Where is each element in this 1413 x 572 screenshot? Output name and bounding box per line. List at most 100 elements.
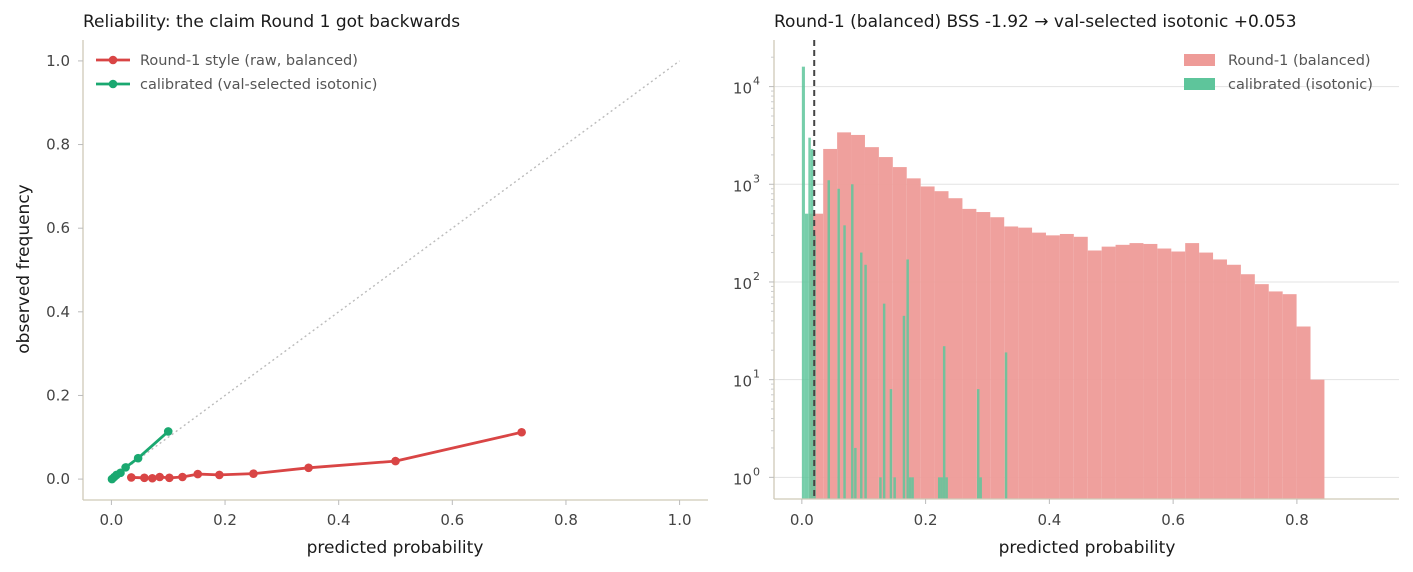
histogram-bar [945, 477, 948, 499]
y-tick-label: 10 [733, 177, 752, 195]
legend-label-calibrated: calibrated (val-selected isotonic) [140, 77, 377, 93]
histogram-bar [962, 208, 977, 499]
data-point [133, 453, 143, 463]
histogram-bar [1129, 243, 1144, 499]
y-tick-label: 10 [733, 373, 752, 391]
histogram-bar [1018, 227, 1033, 500]
x-tick-label: 0.4 [327, 511, 351, 529]
histogram-bar [878, 157, 893, 499]
histogram-bar [1101, 246, 1116, 499]
histogram-bar [1268, 291, 1283, 499]
histogram-bar [1240, 274, 1255, 499]
histogram-bar [1073, 236, 1088, 499]
legend-label-calibrated-isotonic: calibrated (isotonic) [1228, 77, 1373, 93]
histogram-bar [976, 212, 991, 500]
left-chart-title: Reliability: the claim Round 1 got backw… [83, 12, 460, 32]
histogram-bar [908, 477, 912, 499]
series-line-0 [131, 430, 522, 480]
x-tick-label: 0.6 [1161, 511, 1185, 529]
diagonal-reference-line [110, 60, 681, 480]
histogram-bar [979, 477, 982, 499]
y-tick-label: 0.0 [46, 470, 70, 488]
histogram-bar [1282, 294, 1297, 499]
data-point [304, 463, 313, 473]
data-point [163, 427, 173, 436]
legend-swatch-calibrated-isotonic [1184, 78, 1215, 90]
legend-label-round1-balanced: Round-1 (balanced) [1228, 53, 1371, 69]
histogram-bar [854, 447, 857, 499]
y-tick-label: 10 [733, 275, 752, 293]
legend-label-round1: Round-1 style (raw, balanced) [140, 53, 358, 69]
legend-swatch-round1-balanced [1184, 54, 1215, 66]
legend-marker-round1 [108, 55, 118, 65]
histogram-bar [942, 346, 946, 499]
histogram-bar [810, 148, 814, 499]
round1-histogram [809, 132, 1325, 500]
histogram-bar [879, 477, 882, 499]
histogram-bar [976, 389, 980, 499]
histogram-bar [937, 477, 941, 499]
histogram-bar [837, 188, 840, 499]
right-legend: Round-1 (balanced) calibrated (isotonic) [1184, 53, 1373, 93]
y-tick-label: 1.0 [46, 52, 70, 70]
x-tick-label: 1.0 [668, 511, 692, 529]
data-point [121, 463, 130, 472]
histogram-bar [1185, 243, 1200, 499]
x-tick-label: 0.0 [99, 511, 123, 529]
left-series-group [107, 427, 526, 484]
histogram-bar [1171, 251, 1186, 499]
y-tick-label: 0.2 [46, 386, 70, 404]
y-tick-exponent: 2 [753, 270, 760, 283]
x-tick-label: 0.2 [914, 511, 938, 529]
y-tick-label: 0.6 [46, 219, 70, 237]
left-legend: Round-1 style (raw, balanced) calibrated… [96, 53, 377, 93]
legend-marker-calibrated [108, 79, 118, 89]
histogram-bar [934, 191, 949, 499]
histogram-bar [1254, 284, 1269, 499]
histogram-bar [911, 477, 914, 499]
histogram-bar [1004, 352, 1008, 499]
y-tick-label: 0.4 [46, 303, 70, 321]
histogram-bar [823, 148, 838, 499]
histogram-bar [940, 477, 943, 499]
histogram-bar [1087, 250, 1102, 499]
data-point [391, 456, 400, 466]
histogram-bar [906, 259, 909, 499]
data-point [249, 469, 258, 478]
histogram-bar [1004, 226, 1019, 499]
histogram-bar [827, 180, 831, 499]
data-point [165, 473, 174, 483]
data-point [155, 472, 165, 482]
histogram-bar [893, 477, 896, 499]
histogram-bar [1296, 326, 1311, 499]
histogram-bar [801, 66, 805, 500]
right-chart-title: Round-1 (balanced) BSS -1.92 → val-selec… [774, 12, 1297, 32]
reliability-chart: Reliability: the claim Round 1 got backw… [14, 12, 708, 558]
y-tick-exponent: 4 [753, 75, 760, 88]
data-point [178, 472, 187, 482]
y-tick-label: 0.8 [46, 136, 70, 154]
x-tick-label: 0.2 [213, 511, 237, 529]
right-x-ticks: 0.0 0.2 0.4 0.6 0.8 [790, 499, 1309, 529]
y-tick-exponent: 0 [753, 465, 760, 478]
y-tick-label: 10 [733, 80, 752, 98]
data-point [126, 473, 136, 482]
histogram-bar [889, 389, 893, 499]
histogram-bar [843, 225, 846, 499]
histogram-bar [808, 137, 811, 500]
y-tick-exponent: 1 [753, 368, 760, 381]
data-point [148, 473, 157, 483]
histogram-bar [860, 252, 863, 499]
x-tick-label: 0.0 [790, 511, 814, 529]
right-x-axis-label: predicted probability [999, 538, 1176, 558]
histogram-bar [902, 315, 906, 499]
left-x-axis-label: predicted probability [307, 538, 484, 558]
left-x-ticks: 0.0 0.2 0.4 0.6 0.8 1.0 [99, 500, 692, 529]
left-y-ticks: 0.0 0.2 0.4 0.6 0.8 1.0 [46, 52, 83, 488]
histogram-bar [882, 303, 886, 499]
histogram-bar [990, 217, 1005, 499]
data-point [517, 427, 526, 437]
histogram-bar [804, 213, 809, 499]
histogram-bar [1115, 244, 1130, 499]
